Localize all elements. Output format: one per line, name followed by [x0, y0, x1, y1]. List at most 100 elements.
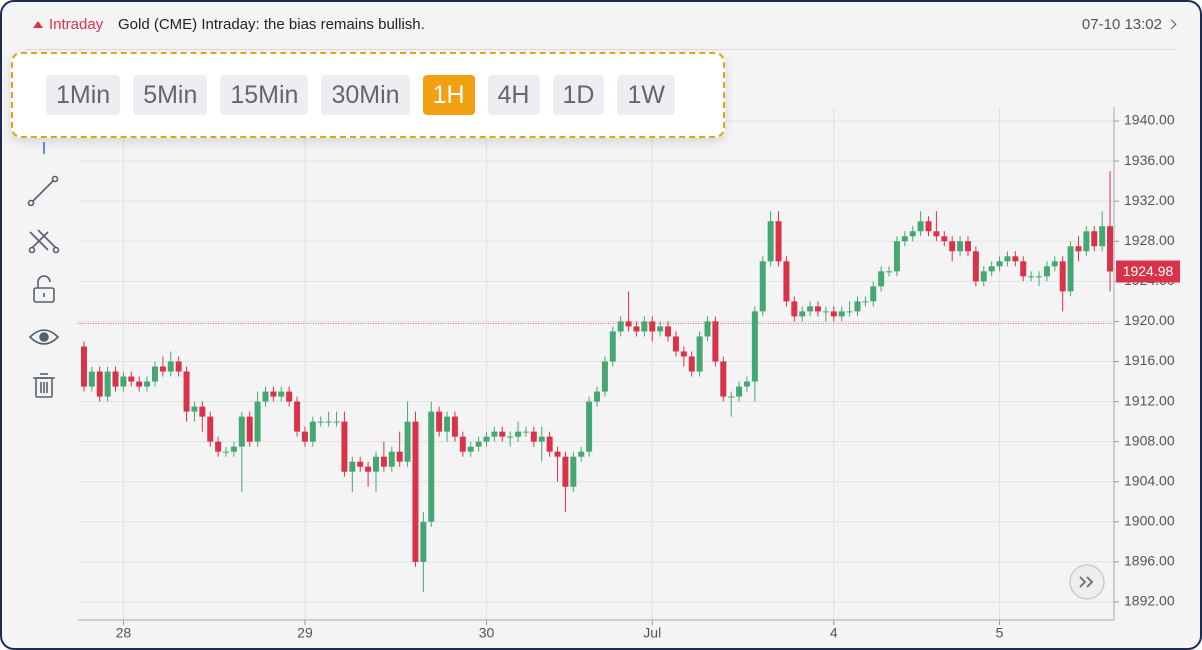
y-tick-label: 1916.00 [1124, 352, 1175, 368]
candle-body [96, 371, 103, 397]
candle-body [144, 381, 151, 387]
candle-body [1059, 261, 1066, 292]
candle-body [972, 251, 979, 282]
candle-body [665, 326, 672, 337]
line-tool[interactable] [27, 175, 59, 207]
candle-body [862, 301, 869, 303]
candle-body [112, 371, 119, 387]
candle-body [838, 311, 845, 317]
candle-body [728, 396, 735, 398]
candle-body [254, 401, 261, 442]
candle-body [633, 326, 640, 332]
timeframe-button[interactable]: 1W [617, 75, 675, 115]
candle-body [246, 416, 253, 442]
candle-body [1051, 261, 1058, 267]
candle-body [491, 431, 498, 437]
y-tick-label: 1940.00 [1124, 112, 1175, 128]
candle-body [357, 461, 364, 467]
timeframe-button[interactable]: 5Min [133, 75, 208, 115]
candle-body [720, 361, 727, 397]
candle-body [712, 321, 719, 362]
candle-body [294, 401, 301, 432]
candle-body [1107, 226, 1114, 272]
candle-body [601, 361, 608, 392]
candle-body [578, 451, 585, 457]
candle-body [428, 411, 435, 522]
candle-body [957, 241, 964, 252]
candle-body [151, 366, 158, 382]
candle-body [1012, 256, 1019, 262]
timeframe-button[interactable]: 1D [552, 75, 605, 115]
candle-body [475, 441, 482, 447]
header-title[interactable]: Gold (CME) Intraday: the bias remains bu… [118, 16, 425, 33]
candle-body [554, 451, 561, 457]
candle-body [649, 321, 656, 332]
candle-body [1075, 246, 1082, 252]
candle-body [775, 221, 782, 262]
candle-body [522, 431, 529, 433]
candle-body [641, 321, 648, 332]
candle-body [917, 221, 924, 232]
visibility-tool[interactable] [28, 329, 60, 345]
candle-body [822, 311, 829, 313]
x-tick-label: Jul [643, 625, 661, 641]
candle-body [104, 371, 111, 397]
y-tick-label: 1908.00 [1124, 432, 1175, 448]
candle-body [736, 386, 743, 397]
candle-body [783, 261, 790, 302]
candle-body [199, 406, 206, 417]
candle-body [830, 311, 837, 317]
candle-body [743, 381, 750, 387]
timeframe-button[interactable]: 1H [422, 75, 475, 115]
candle-body [396, 451, 403, 462]
header-tag[interactable]: Intraday [49, 16, 104, 33]
candle-body [278, 391, 285, 397]
candle-body [467, 446, 474, 452]
candle-body [609, 331, 616, 362]
candle-body [657, 326, 664, 332]
candle-body [230, 446, 237, 452]
timeframe-button[interactable]: 15Min [220, 75, 309, 115]
candle-body [854, 301, 861, 312]
candle-body [680, 351, 687, 357]
lock-tool[interactable] [33, 275, 55, 303]
y-tick-label: 1900.00 [1124, 513, 1175, 529]
candle-body [325, 421, 332, 423]
timeframe-button[interactable]: 30Min [321, 75, 410, 115]
candle-body [120, 376, 127, 387]
candle-body [223, 451, 230, 453]
timeframe-button[interactable]: 1Min [46, 75, 121, 115]
timeframe-button[interactable]: 4H [487, 75, 540, 115]
candle-body [1004, 256, 1011, 262]
candle-body [262, 391, 269, 402]
candle-body [215, 441, 222, 452]
y-tick-label: 1920.00 [1124, 312, 1175, 328]
candle-body [909, 231, 916, 237]
candle-body [688, 356, 695, 372]
candle-body [191, 406, 198, 412]
candle-body [870, 286, 877, 302]
candle-body [1020, 261, 1027, 277]
candle-body [791, 301, 798, 317]
y-tick-label: 1904.00 [1124, 472, 1175, 488]
y-tick-label: 1936.00 [1124, 152, 1175, 168]
header-time[interactable]: 07-10 13:02 [1081, 16, 1162, 33]
candle-body [388, 451, 395, 467]
scroll-latest-button[interactable] [1067, 563, 1107, 603]
candle-body [696, 336, 703, 372]
candle-body [672, 336, 679, 352]
fork-tool[interactable] [28, 229, 60, 254]
candle-body [538, 436, 545, 442]
candle-body [878, 271, 885, 287]
candle-body [420, 521, 427, 562]
candle-body [964, 241, 971, 252]
candle-body [436, 411, 443, 432]
candle-body [925, 221, 932, 232]
plot-area [78, 107, 1114, 620]
chevron[interactable] [1166, 19, 1177, 30]
candle-body [570, 456, 577, 487]
candle-body [980, 271, 987, 282]
candle-body [270, 391, 277, 397]
delete-tool[interactable] [33, 373, 55, 398]
